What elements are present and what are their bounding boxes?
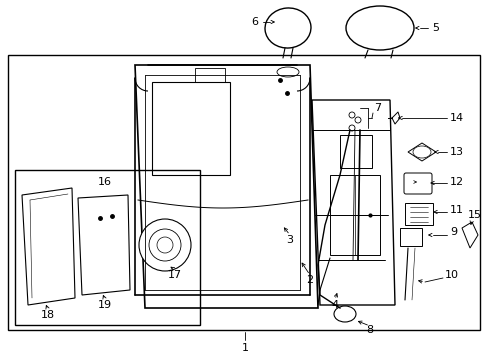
Text: 19: 19 xyxy=(98,300,112,310)
Text: 13: 13 xyxy=(449,147,463,157)
Bar xyxy=(8,55,479,330)
Polygon shape xyxy=(407,143,435,161)
Text: 9: 9 xyxy=(449,227,456,237)
Text: 5: 5 xyxy=(431,23,438,33)
Polygon shape xyxy=(22,188,75,305)
Ellipse shape xyxy=(346,6,413,50)
Circle shape xyxy=(354,117,360,123)
FancyBboxPatch shape xyxy=(403,173,431,194)
Text: 2: 2 xyxy=(306,275,313,285)
Text: 14: 14 xyxy=(449,113,463,123)
Circle shape xyxy=(149,229,181,261)
Text: 12: 12 xyxy=(449,177,463,187)
Bar xyxy=(399,228,421,246)
Circle shape xyxy=(348,112,354,118)
Text: 11: 11 xyxy=(449,205,463,215)
Circle shape xyxy=(139,219,191,271)
Text: 18: 18 xyxy=(41,310,55,320)
Text: 4: 4 xyxy=(331,300,338,310)
Text: 16: 16 xyxy=(98,177,112,187)
Text: 7: 7 xyxy=(374,103,381,113)
Bar xyxy=(15,170,200,325)
Bar xyxy=(404,203,432,225)
Text: 17: 17 xyxy=(167,270,182,280)
Polygon shape xyxy=(78,195,130,295)
Text: 3: 3 xyxy=(286,235,293,245)
Circle shape xyxy=(348,125,354,131)
Text: 8: 8 xyxy=(366,325,373,335)
Ellipse shape xyxy=(412,146,430,158)
Ellipse shape xyxy=(264,8,310,48)
Text: 6: 6 xyxy=(250,17,258,27)
Circle shape xyxy=(157,237,173,253)
Text: 15: 15 xyxy=(467,210,481,220)
Polygon shape xyxy=(461,222,477,248)
Ellipse shape xyxy=(333,306,355,322)
Text: 1: 1 xyxy=(241,343,248,353)
Text: 10: 10 xyxy=(444,270,458,280)
Ellipse shape xyxy=(276,67,298,77)
